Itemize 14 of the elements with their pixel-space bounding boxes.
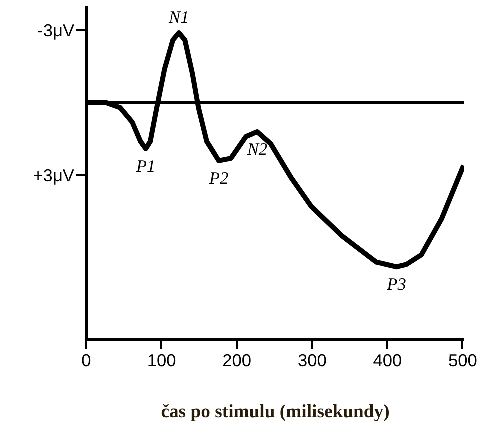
x-tick-label: 200 xyxy=(222,350,252,370)
x-tick-label: 400 xyxy=(373,350,402,370)
annotation: P2 xyxy=(208,168,229,188)
annotation: N1 xyxy=(168,8,190,28)
x-axis-title: čas po stimulu (milisekundy) xyxy=(161,402,390,422)
x-tick-label: 0 xyxy=(82,350,92,370)
annotation: P3 xyxy=(386,275,407,294)
annotation: P1 xyxy=(135,156,156,176)
y-tick-label: +3μV xyxy=(33,165,75,186)
annotation: N2 xyxy=(246,140,268,159)
y-tick-label: -3μV xyxy=(38,20,75,41)
x-tick-label: 500 xyxy=(448,350,478,370)
x-tick-label: 100 xyxy=(147,350,176,370)
x-tick-label: 300 xyxy=(298,350,327,370)
